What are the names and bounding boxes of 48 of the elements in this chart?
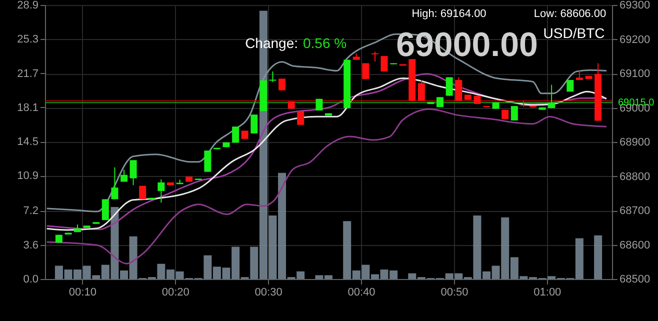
annotation: Change: xyxy=(245,35,298,51)
candlestick xyxy=(232,126,240,144)
candlestick xyxy=(158,178,165,204)
x-tick-label: 00:30 xyxy=(254,286,282,298)
annotation: 0.56 % xyxy=(303,35,347,51)
y2-tick-label: 7.2 xyxy=(23,205,38,218)
bar xyxy=(594,235,602,279)
y2-tick-label: 25.3 xyxy=(17,34,38,46)
y-tick-label: 68900 xyxy=(620,136,650,148)
x-tick-label: 00:20 xyxy=(162,286,190,298)
candlestick xyxy=(362,62,370,80)
candlestick xyxy=(455,76,462,102)
candlestick xyxy=(371,51,378,62)
y-tick-label: 68600 xyxy=(620,239,650,252)
y2-tick-label: 10.9 xyxy=(17,170,38,182)
y2-tick-label: 18.1 xyxy=(17,102,38,114)
line-series xyxy=(46,108,608,264)
candlestick xyxy=(204,150,212,172)
candlestick xyxy=(269,70,276,83)
x-tick-label: 01:00 xyxy=(534,286,562,298)
candlestick xyxy=(111,166,118,200)
y2-tick-label: 28.9 xyxy=(17,0,38,12)
y-tick-label: 69200 xyxy=(620,34,650,46)
annotation: Low: 68606.00 xyxy=(534,8,606,20)
candlestick xyxy=(250,114,258,134)
y2-tick-label: 14.5 xyxy=(17,136,38,148)
x-tick-label: 00:50 xyxy=(440,286,468,298)
y2-tick-label: 0.0 xyxy=(23,274,38,286)
candlestick xyxy=(380,56,388,72)
annotation: High: 69164.00 xyxy=(412,8,486,20)
y2-tick-label: 21.7 xyxy=(17,68,38,80)
y-tick-label: 68800 xyxy=(620,170,650,183)
candlestick xyxy=(130,160,137,186)
annotation: USD/BTC xyxy=(543,25,605,41)
candlestick xyxy=(418,80,425,102)
candlestick xyxy=(548,84,556,109)
y-tick-label: 68500 xyxy=(620,274,650,286)
y-tick-label: 69300 xyxy=(620,0,650,12)
candlestick xyxy=(102,198,109,221)
candlestick xyxy=(510,106,518,121)
y-tick-label: 68700 xyxy=(620,205,650,217)
x-tick-label: 00:40 xyxy=(348,286,376,298)
y2-tick-label: 3.6 xyxy=(23,239,38,252)
candlestick xyxy=(446,76,453,96)
candlestick xyxy=(297,110,304,126)
x-tick-label: 00:10 xyxy=(68,286,96,298)
candlestick xyxy=(278,78,286,91)
y-tick-label: 69100 xyxy=(620,68,650,80)
